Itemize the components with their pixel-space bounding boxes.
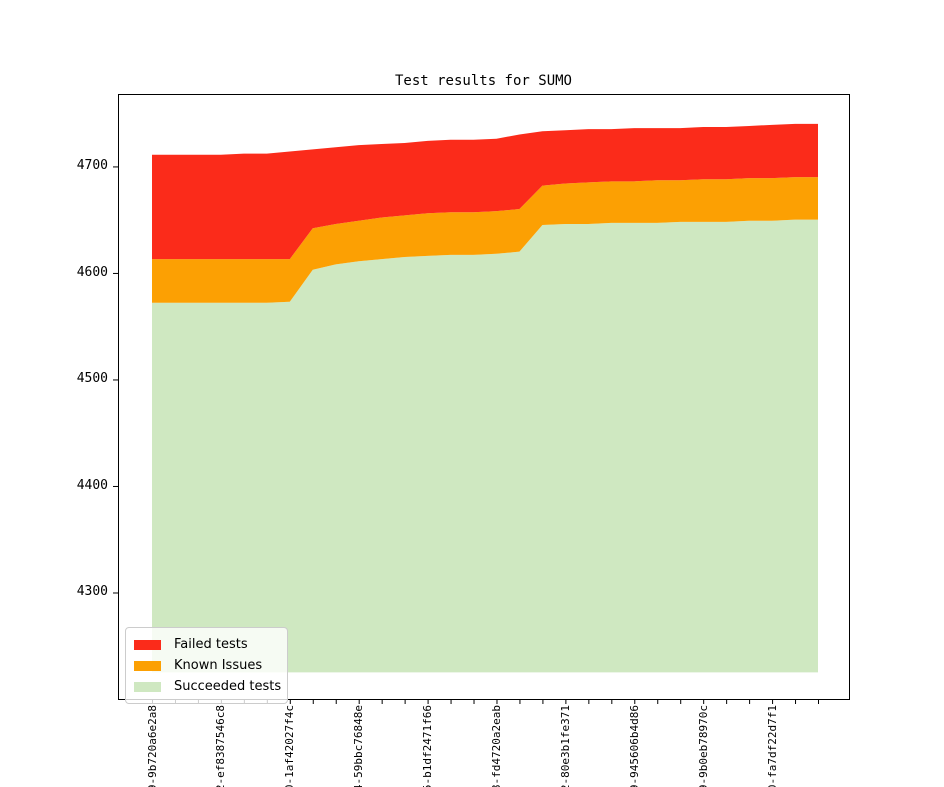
legend-swatch-icon bbox=[134, 681, 161, 692]
legend-label: Known Issues bbox=[174, 658, 263, 673]
x-axis-tick-label: 2-ef8387546c8 bbox=[214, 705, 228, 787]
x-axis-tick-label: 65-b1df2471f66 bbox=[421, 705, 435, 787]
area-known-issues bbox=[152, 177, 818, 303]
y-axis-tick-label: 4600 bbox=[76, 264, 108, 280]
legend-item: Known Issues bbox=[134, 655, 279, 676]
x-axis-tick-label: 9-945606b4d86 bbox=[627, 705, 641, 787]
area-failed-tests bbox=[152, 123, 818, 260]
y-axis-tick-label: 4500 bbox=[76, 371, 108, 387]
legend: Failed tests Known Issues Succeeded tests bbox=[125, 627, 288, 704]
plot-border bbox=[118, 94, 850, 700]
chart-title: Test results for SUMO bbox=[394, 73, 572, 89]
legend-label: Failed tests bbox=[174, 637, 248, 652]
x-axis-tick-label: 4-59bbc76848e bbox=[352, 705, 366, 787]
x-axis-tick-label: 40-1af42027f4c bbox=[283, 705, 297, 787]
x-axis-tick-label: 00-fa7df22d7f1 bbox=[765, 705, 779, 787]
legend-item: Succeeded tests bbox=[134, 676, 282, 697]
legend-swatch-icon bbox=[134, 660, 161, 671]
y-axis-tick-label: 4300 bbox=[76, 584, 108, 600]
x-axis-tick-label: 9-9b720a6e2a8 bbox=[145, 705, 159, 787]
x-axis-tick-label: 8-fd4720a2eab bbox=[489, 705, 503, 787]
y-axis-tick-label: 4700 bbox=[76, 158, 108, 174]
legend-item: Failed tests bbox=[134, 634, 279, 655]
x-axis-tick-label: 9-9b0eb78970c bbox=[696, 705, 710, 787]
legend-label: Succeeded tests bbox=[174, 679, 282, 694]
area-succeeded-tests bbox=[152, 219, 818, 673]
y-axis-tick-label: 4400 bbox=[76, 477, 108, 493]
x-axis-tick-label: 2-80e3b1fe371 bbox=[558, 705, 572, 787]
legend-swatch-icon bbox=[134, 639, 161, 650]
